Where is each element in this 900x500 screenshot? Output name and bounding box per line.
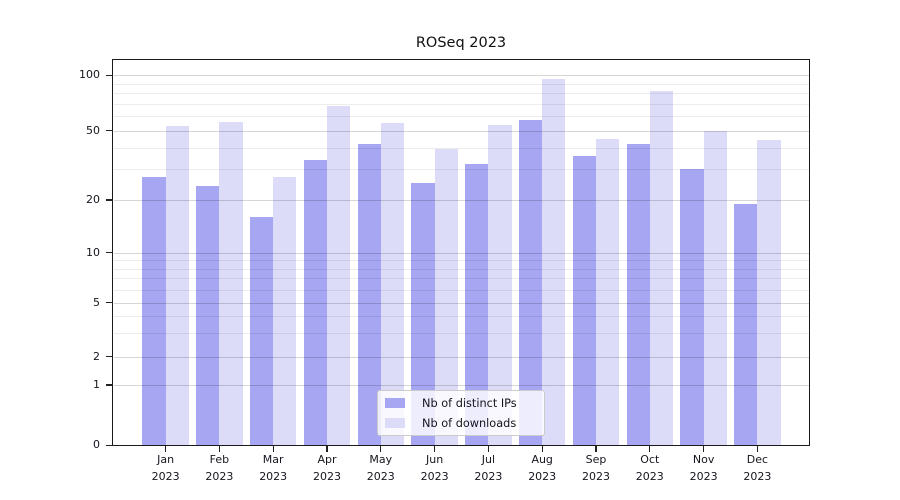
y-gridline-minor xyxy=(113,83,809,85)
y-gridline-minor xyxy=(113,147,809,149)
legend-label-downloads: Nb of downloads xyxy=(422,416,517,430)
x-tick-label: Oct 2023 xyxy=(635,453,664,483)
x-tick-label: Jan 2023 xyxy=(151,453,180,483)
x-tick-label: Aug 2023 xyxy=(528,453,557,483)
y-gridline-major xyxy=(113,385,809,386)
x-tick xyxy=(756,446,759,452)
y-tick xyxy=(105,252,112,254)
y-gridline-major xyxy=(113,252,809,254)
x-tick-label: Apr 2023 xyxy=(313,453,341,483)
y-gridline-minor xyxy=(113,268,809,270)
y-gridline-major xyxy=(113,356,809,358)
bar-distinct-ips-jan xyxy=(142,177,166,446)
bar-downloads-may xyxy=(380,123,404,446)
y-tick-label: 100 xyxy=(79,68,100,82)
x-tick xyxy=(595,446,597,452)
y-gridline-minor xyxy=(113,289,809,291)
x-tick-label: Jul 2023 xyxy=(474,453,503,483)
bar-downloads-feb xyxy=(219,121,243,446)
y-gridline-minor xyxy=(113,103,809,105)
x-tick xyxy=(433,446,436,452)
x-tick-label: Sep 2023 xyxy=(582,453,610,483)
bar-distinct-ips-oct xyxy=(626,143,650,446)
bar-distinct-ips-jul xyxy=(465,164,489,446)
y-tick xyxy=(105,356,112,358)
legend-item-distinct-ips: Nb of distinct IPs xyxy=(385,395,536,412)
chart-title: ROSeq 2023 xyxy=(415,35,507,51)
bar-distinct-ips-sep xyxy=(572,155,596,446)
y-gridline-major xyxy=(113,75,809,77)
y-gridline-minor xyxy=(113,169,809,171)
legend-item-downloads: Nb of downloads xyxy=(385,415,536,432)
x-tick-label: Jun 2023 xyxy=(420,453,449,483)
x-tick xyxy=(164,446,167,452)
x-tick xyxy=(218,446,221,452)
y-tick-label: 20 xyxy=(86,193,100,206)
legend-label-distinct-ips: Nb of distinct IPs xyxy=(422,396,517,410)
bar-downloads-oct xyxy=(649,91,673,446)
x-tick xyxy=(702,446,705,452)
legend: Nb of distinct IPs Nb of downloads xyxy=(377,390,545,436)
bar-downloads-nov xyxy=(703,130,727,446)
bar-downloads-mar xyxy=(273,177,297,446)
y-tick-label: 0 xyxy=(93,438,100,452)
bar-distinct-ips-dec xyxy=(734,203,758,446)
bar-downloads-jun xyxy=(434,149,458,446)
x-tick-label: Dec 2023 xyxy=(743,453,772,483)
y-tick xyxy=(105,302,112,304)
y-tick xyxy=(105,130,112,132)
bar-distinct-ips-mar xyxy=(250,216,274,446)
bar-distinct-ips-feb xyxy=(196,186,220,446)
bar-distinct-ips-jun xyxy=(411,183,435,446)
y-gridline-minor xyxy=(113,260,809,262)
bar-downloads-aug xyxy=(542,78,566,446)
legend-swatch-downloads xyxy=(385,418,405,428)
x-tick xyxy=(326,446,328,452)
x-tick xyxy=(272,446,274,452)
y-tick-label: 1 xyxy=(93,378,100,391)
bar-downloads-jan xyxy=(165,126,189,446)
y-gridline-major xyxy=(113,200,809,201)
y-tick-label: 2 xyxy=(93,349,100,363)
bar-downloads-apr xyxy=(327,106,351,446)
y-tick xyxy=(105,74,112,76)
x-tick-label: Mar 2023 xyxy=(259,453,288,483)
bar-downloads-sep xyxy=(596,138,620,446)
bar-distinct-ips-aug xyxy=(519,120,543,446)
y-tick xyxy=(105,384,112,386)
y-gridline-minor xyxy=(113,332,809,334)
y-gridline-minor xyxy=(113,116,809,118)
y-tick xyxy=(105,199,112,201)
bar-downloads-jul xyxy=(488,124,512,446)
y-tick-label: 10 xyxy=(86,245,100,259)
y-tick-label: 5 xyxy=(93,295,100,309)
y-gridline-minor xyxy=(113,315,809,317)
x-tick-label: Feb 2023 xyxy=(205,453,234,483)
x-tick-label: Nov 2023 xyxy=(689,453,718,483)
bar-distinct-ips-apr xyxy=(303,159,327,446)
bar-downloads-dec xyxy=(757,140,781,446)
y-gridline-major xyxy=(113,302,809,304)
x-tick-label: May 2023 xyxy=(366,453,395,483)
x-tick xyxy=(541,446,543,452)
y-tick xyxy=(105,444,112,446)
legend-swatch-distinct-ips xyxy=(385,398,405,408)
y-gridline-minor xyxy=(113,278,809,280)
y-gridline-minor xyxy=(113,93,809,95)
x-tick xyxy=(380,446,382,452)
bar-distinct-ips-nov xyxy=(680,169,704,446)
bar-distinct-ips-may xyxy=(357,143,381,446)
y-gridline-major xyxy=(113,130,809,132)
x-tick xyxy=(487,446,490,452)
x-tick xyxy=(649,446,651,452)
y-tick-label: 50 xyxy=(86,123,100,137)
